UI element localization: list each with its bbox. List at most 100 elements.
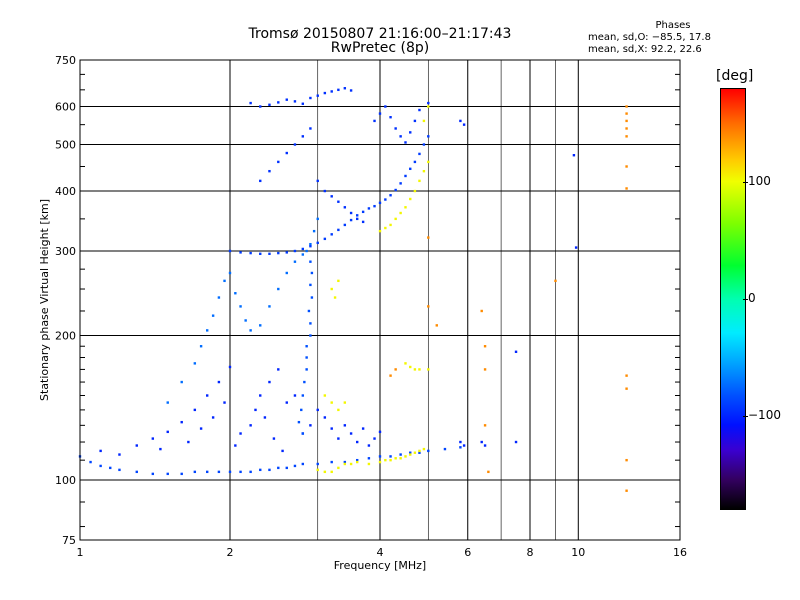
chart-title: Tromsø 20150807 21:16:00–21:17:43 (248, 26, 512, 42)
data-point (301, 135, 305, 138)
data-point (483, 368, 487, 371)
data-point (211, 416, 215, 419)
data-point (151, 437, 155, 440)
data-point (399, 135, 402, 138)
data-point (389, 194, 392, 197)
data-point (277, 101, 280, 104)
data-point (99, 449, 102, 453)
data-point (355, 214, 359, 217)
chart-subtitle: RwPretec (8p) (330, 40, 430, 56)
data-point (427, 368, 430, 371)
data-point (462, 123, 466, 126)
data-point (309, 127, 312, 130)
data-point (355, 458, 359, 462)
data-point (277, 160, 280, 164)
data-point (316, 468, 319, 472)
data-point (413, 119, 417, 123)
data-point (389, 223, 392, 227)
data-point (343, 223, 347, 227)
data-point (418, 152, 421, 156)
colorbar-tick-label: 0 (748, 291, 756, 305)
phase-x-stats: mean, sd,X: 92.2, 22.6 (588, 44, 702, 55)
data-point (249, 329, 252, 332)
data-point (625, 135, 628, 138)
data-point (378, 201, 382, 205)
data-point (394, 368, 397, 371)
data-point (330, 233, 333, 236)
phase-o-stats: mean, sd,O: −85.5, 17.8 (588, 32, 711, 43)
data-point (343, 424, 347, 427)
data-point (435, 324, 438, 327)
data-point (343, 87, 347, 90)
data-point (316, 241, 319, 245)
data-point (223, 279, 226, 283)
data-point (217, 380, 221, 384)
data-point (574, 246, 578, 249)
colorbar-tick (743, 299, 748, 300)
data-point (268, 252, 271, 256)
data-point (625, 187, 628, 190)
data-point (159, 447, 162, 451)
data-point (394, 217, 397, 221)
data-point (244, 319, 247, 322)
data-point (316, 179, 319, 183)
data-point (427, 236, 430, 239)
data-point (293, 143, 297, 146)
data-point (333, 296, 337, 299)
data-point (323, 237, 327, 241)
data-point (259, 468, 262, 472)
data-point (404, 174, 407, 178)
data-point (285, 251, 288, 254)
data-point (384, 105, 387, 108)
data-point (301, 432, 305, 435)
data-point (263, 416, 267, 419)
data-point (389, 116, 392, 119)
data-point (409, 365, 412, 369)
data-point (135, 444, 138, 447)
data-point (409, 131, 412, 134)
data-point (217, 470, 221, 474)
plot-frame (79, 59, 681, 541)
data-point (384, 226, 387, 230)
data-point (459, 440, 462, 444)
data-point (249, 251, 252, 255)
data-point (211, 314, 215, 317)
data-point (309, 334, 312, 337)
data-point (572, 154, 576, 157)
x-tick-label: 6 (464, 546, 471, 559)
data-point (337, 88, 340, 92)
data-point (384, 458, 387, 462)
data-point (310, 271, 314, 275)
colorbar-tick (743, 181, 748, 183)
data-point (305, 356, 308, 359)
x-tick-label: 8 (527, 546, 534, 559)
data-point (228, 249, 232, 253)
data-point (480, 309, 483, 313)
data-point (487, 470, 490, 474)
data-point (301, 394, 305, 397)
data-point (384, 198, 387, 201)
data-point (514, 440, 518, 444)
data-point (277, 466, 280, 470)
data-point (514, 350, 518, 353)
data-point (483, 424, 487, 427)
data-point (418, 368, 421, 371)
data-point (349, 462, 353, 466)
colorbar-tick-label: −100 (748, 408, 781, 423)
data-point (373, 204, 376, 208)
data-point (293, 394, 297, 397)
data-point (462, 444, 466, 447)
data-point (285, 466, 288, 470)
data-point (228, 271, 232, 275)
data-point (309, 322, 312, 325)
data-point (301, 247, 305, 251)
data-point (187, 440, 190, 444)
data-point (378, 430, 382, 434)
data-point (343, 462, 347, 466)
data-point (399, 453, 402, 456)
data-point (409, 451, 412, 454)
y-tick-label: 600 (55, 101, 76, 114)
data-point (422, 447, 426, 451)
data-point (310, 296, 314, 299)
data-point (409, 197, 412, 201)
